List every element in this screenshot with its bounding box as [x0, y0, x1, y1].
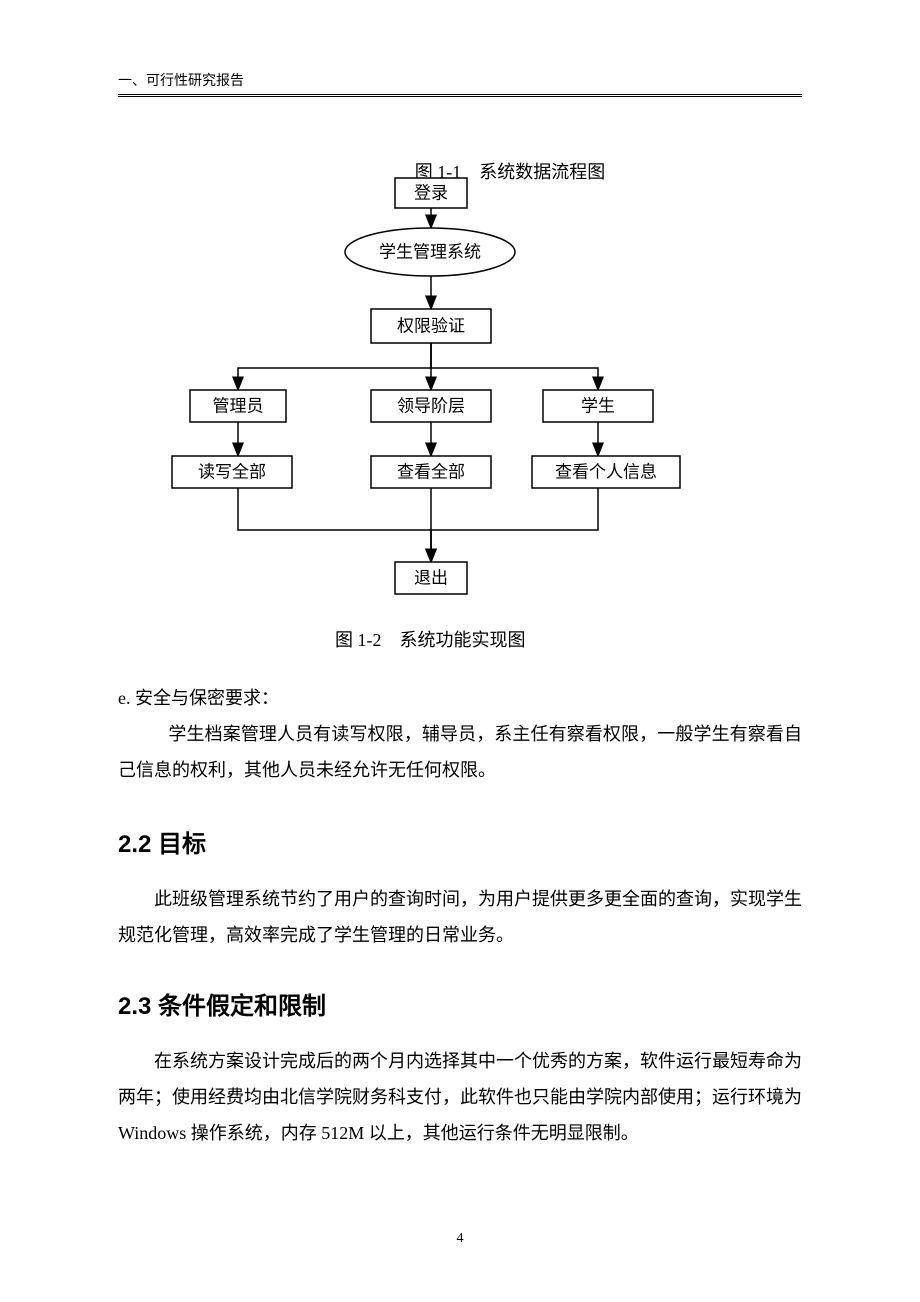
flow-label-rwall: 读写全部 — [198, 463, 266, 482]
flow-arrow — [238, 488, 431, 562]
flowchart-svg: 登录学生管理系统权限验证管理员 领导阶层 学生读写全部 查看全部 查看个人信息退出 — [0, 178, 920, 608]
flow-label-student: 学生 — [581, 397, 615, 416]
flow-label-exit: 退出 — [414, 569, 448, 588]
section-22-body: 此班级管理系统节约了用户的查询时间，为用户提供更多更全面的查询，实现学生规范化管… — [118, 881, 802, 953]
flow-arrow — [238, 343, 431, 390]
section-e-label: e. 安全与保密要求： — [118, 680, 802, 716]
flow-label-viewself: 查看个人信息 — [555, 463, 657, 482]
flow-label-viewall: 查看全部 — [397, 463, 465, 482]
figure-2-caption: 图 1-2 系统功能实现图 — [335, 626, 526, 652]
section-e-body: 学生档案管理人员有读写权限，辅导员，系主任有察看权限，一般学生有察看自己信息的权… — [118, 716, 802, 788]
page-number: 4 — [0, 1231, 920, 1247]
section-23-body: 在系统方案设计完成后的两个月内选择其中一个优秀的方案，软件运行最短寿命为两年；使… — [118, 1043, 802, 1151]
flowchart-container: 登录学生管理系统权限验证管理员 领导阶层 学生读写全部 查看全部 查看个人信息退出 — [0, 178, 920, 608]
section-23-title: 2.3 条件假定和限制 — [118, 986, 326, 1021]
flow-label-system: 学生管理系统 — [379, 243, 481, 262]
section-22-title: 2.2 目标 — [118, 824, 206, 859]
flow-arrow — [431, 343, 598, 390]
flow-arrow — [431, 488, 598, 562]
page-header: 一、可行性研究报告 — [118, 70, 802, 97]
header-text: 一、可行性研究报告 — [118, 74, 244, 89]
flow-label-leader: 领导阶层 — [397, 397, 465, 416]
flow-label-auth: 权限验证 — [397, 317, 465, 336]
section-e: e. 安全与保密要求： 学生档案管理人员有读写权限，辅导员，系主任有察看权限，一… — [118, 680, 802, 788]
flow-label-login: 登录 — [414, 184, 448, 203]
flow-label-admin: 管理员 — [213, 397, 264, 416]
